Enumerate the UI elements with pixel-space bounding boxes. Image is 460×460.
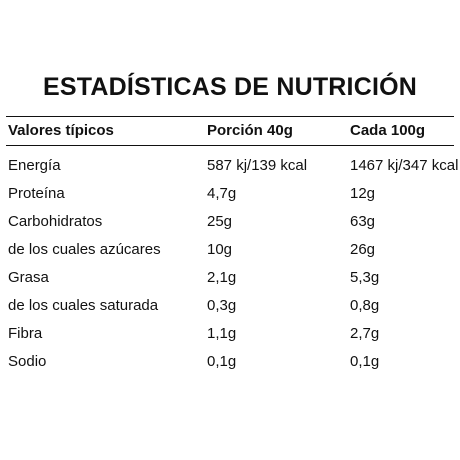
table-row: Carbohidratos 25g 63g xyxy=(6,208,454,236)
row-label: de los cuales saturada xyxy=(8,297,159,314)
row-label: Proteína xyxy=(8,185,65,202)
row-portion-value: 587 kj/139 kcal xyxy=(207,157,308,174)
row-per-100g-value: 1467 kj/347 kcal xyxy=(350,157,459,174)
table-row: de los cuales azúcares 10g 26g xyxy=(6,236,454,264)
table-row: Energía 587 kj/139 kcal 1467 kj/347 kcal xyxy=(6,152,458,180)
row-portion-value: 0,3g xyxy=(207,297,237,314)
row-portion-value: 4,7g xyxy=(207,185,237,202)
table-row: de los cuales saturada 0,3g 0,8g xyxy=(6,292,454,320)
row-label: Carbohidratos xyxy=(8,213,103,230)
row-portion-value: 2,1g xyxy=(207,269,237,286)
table-header-rule xyxy=(6,145,454,146)
row-label: de los cuales azúcares xyxy=(8,241,161,258)
table-row: Proteína 4,7g 12g xyxy=(6,180,454,208)
table-row: Sodio 0,1g 0,1g xyxy=(6,348,454,376)
row-per-100g-value: 12g xyxy=(350,185,376,202)
header-typical-values: Valores típicos xyxy=(8,122,114,139)
table-top-rule xyxy=(6,116,454,117)
row-per-100g-value: 63g xyxy=(350,213,376,230)
row-per-100g-value: 26g xyxy=(350,241,376,258)
row-portion-value: 0,1g xyxy=(207,353,237,370)
table-row: Grasa 2,1g 5,3g xyxy=(6,264,454,292)
row-label: Energía xyxy=(8,157,61,174)
table-row: Fibra 1,1g 2,7g xyxy=(6,320,454,348)
row-per-100g-value: 5,3g xyxy=(350,269,380,286)
header-portion: Porción 40g xyxy=(207,122,293,139)
row-portion-value: 10g xyxy=(207,241,233,258)
header-per-100g: Cada 100g xyxy=(350,122,426,139)
row-per-100g-value: 0,8g xyxy=(350,297,380,314)
row-label: Grasa xyxy=(8,269,49,286)
row-label: Sodio xyxy=(8,353,47,370)
page-title: ESTADÍSTICAS DE NUTRICIÓN xyxy=(43,73,417,101)
row-portion-value: 1,1g xyxy=(207,325,237,342)
row-label: Fibra xyxy=(8,325,43,342)
row-per-100g-value: 0,1g xyxy=(350,353,380,370)
table-header-row: Valores típicos Porción 40g Cada 100g xyxy=(6,117,454,145)
row-per-100g-value: 2,7g xyxy=(350,325,380,342)
row-portion-value: 25g xyxy=(207,213,233,230)
